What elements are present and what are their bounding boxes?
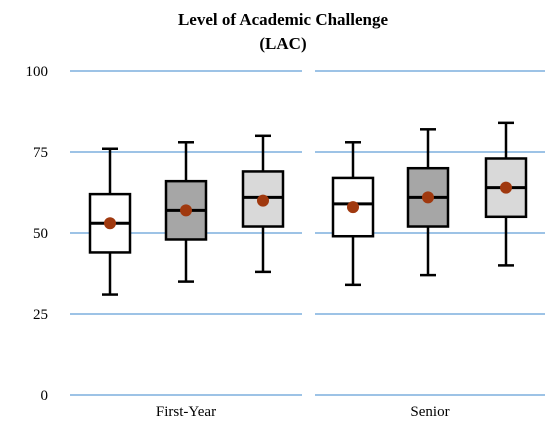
y-tick-label-0: 0 (41, 388, 49, 404)
chart-subtitle: (LAC) (259, 34, 306, 53)
mean-marker (347, 201, 359, 214)
box-senior-1 (331, 141, 375, 287)
boxes (88, 121, 528, 296)
mean-marker (257, 194, 269, 207)
box-first-year-1 (88, 147, 132, 296)
mean-marker (500, 181, 512, 194)
x-axis-categories: First-Year Senior (156, 404, 450, 420)
box-first-year-2 (164, 141, 208, 283)
box-first-year-3 (241, 134, 285, 274)
y-tick-label-25: 25 (33, 307, 48, 323)
gridlines (70, 70, 545, 396)
y-axis-ticks: 0 25 50 75 100 (26, 64, 49, 404)
chart-title: Level of Academic Challenge (178, 10, 389, 29)
y-tick-label-50: 50 (33, 226, 48, 242)
y-tick-label-100: 100 (26, 64, 49, 80)
mean-marker (422, 191, 434, 204)
box-senior-3 (484, 121, 528, 267)
category-label-senior: Senior (410, 404, 449, 420)
interquartile-box (241, 170, 285, 228)
y-tick-label-75: 75 (33, 145, 48, 161)
mean-marker (104, 217, 116, 230)
mean-marker (180, 204, 192, 217)
box-senior-2 (406, 128, 450, 277)
category-label-first-year: First-Year (156, 404, 216, 420)
